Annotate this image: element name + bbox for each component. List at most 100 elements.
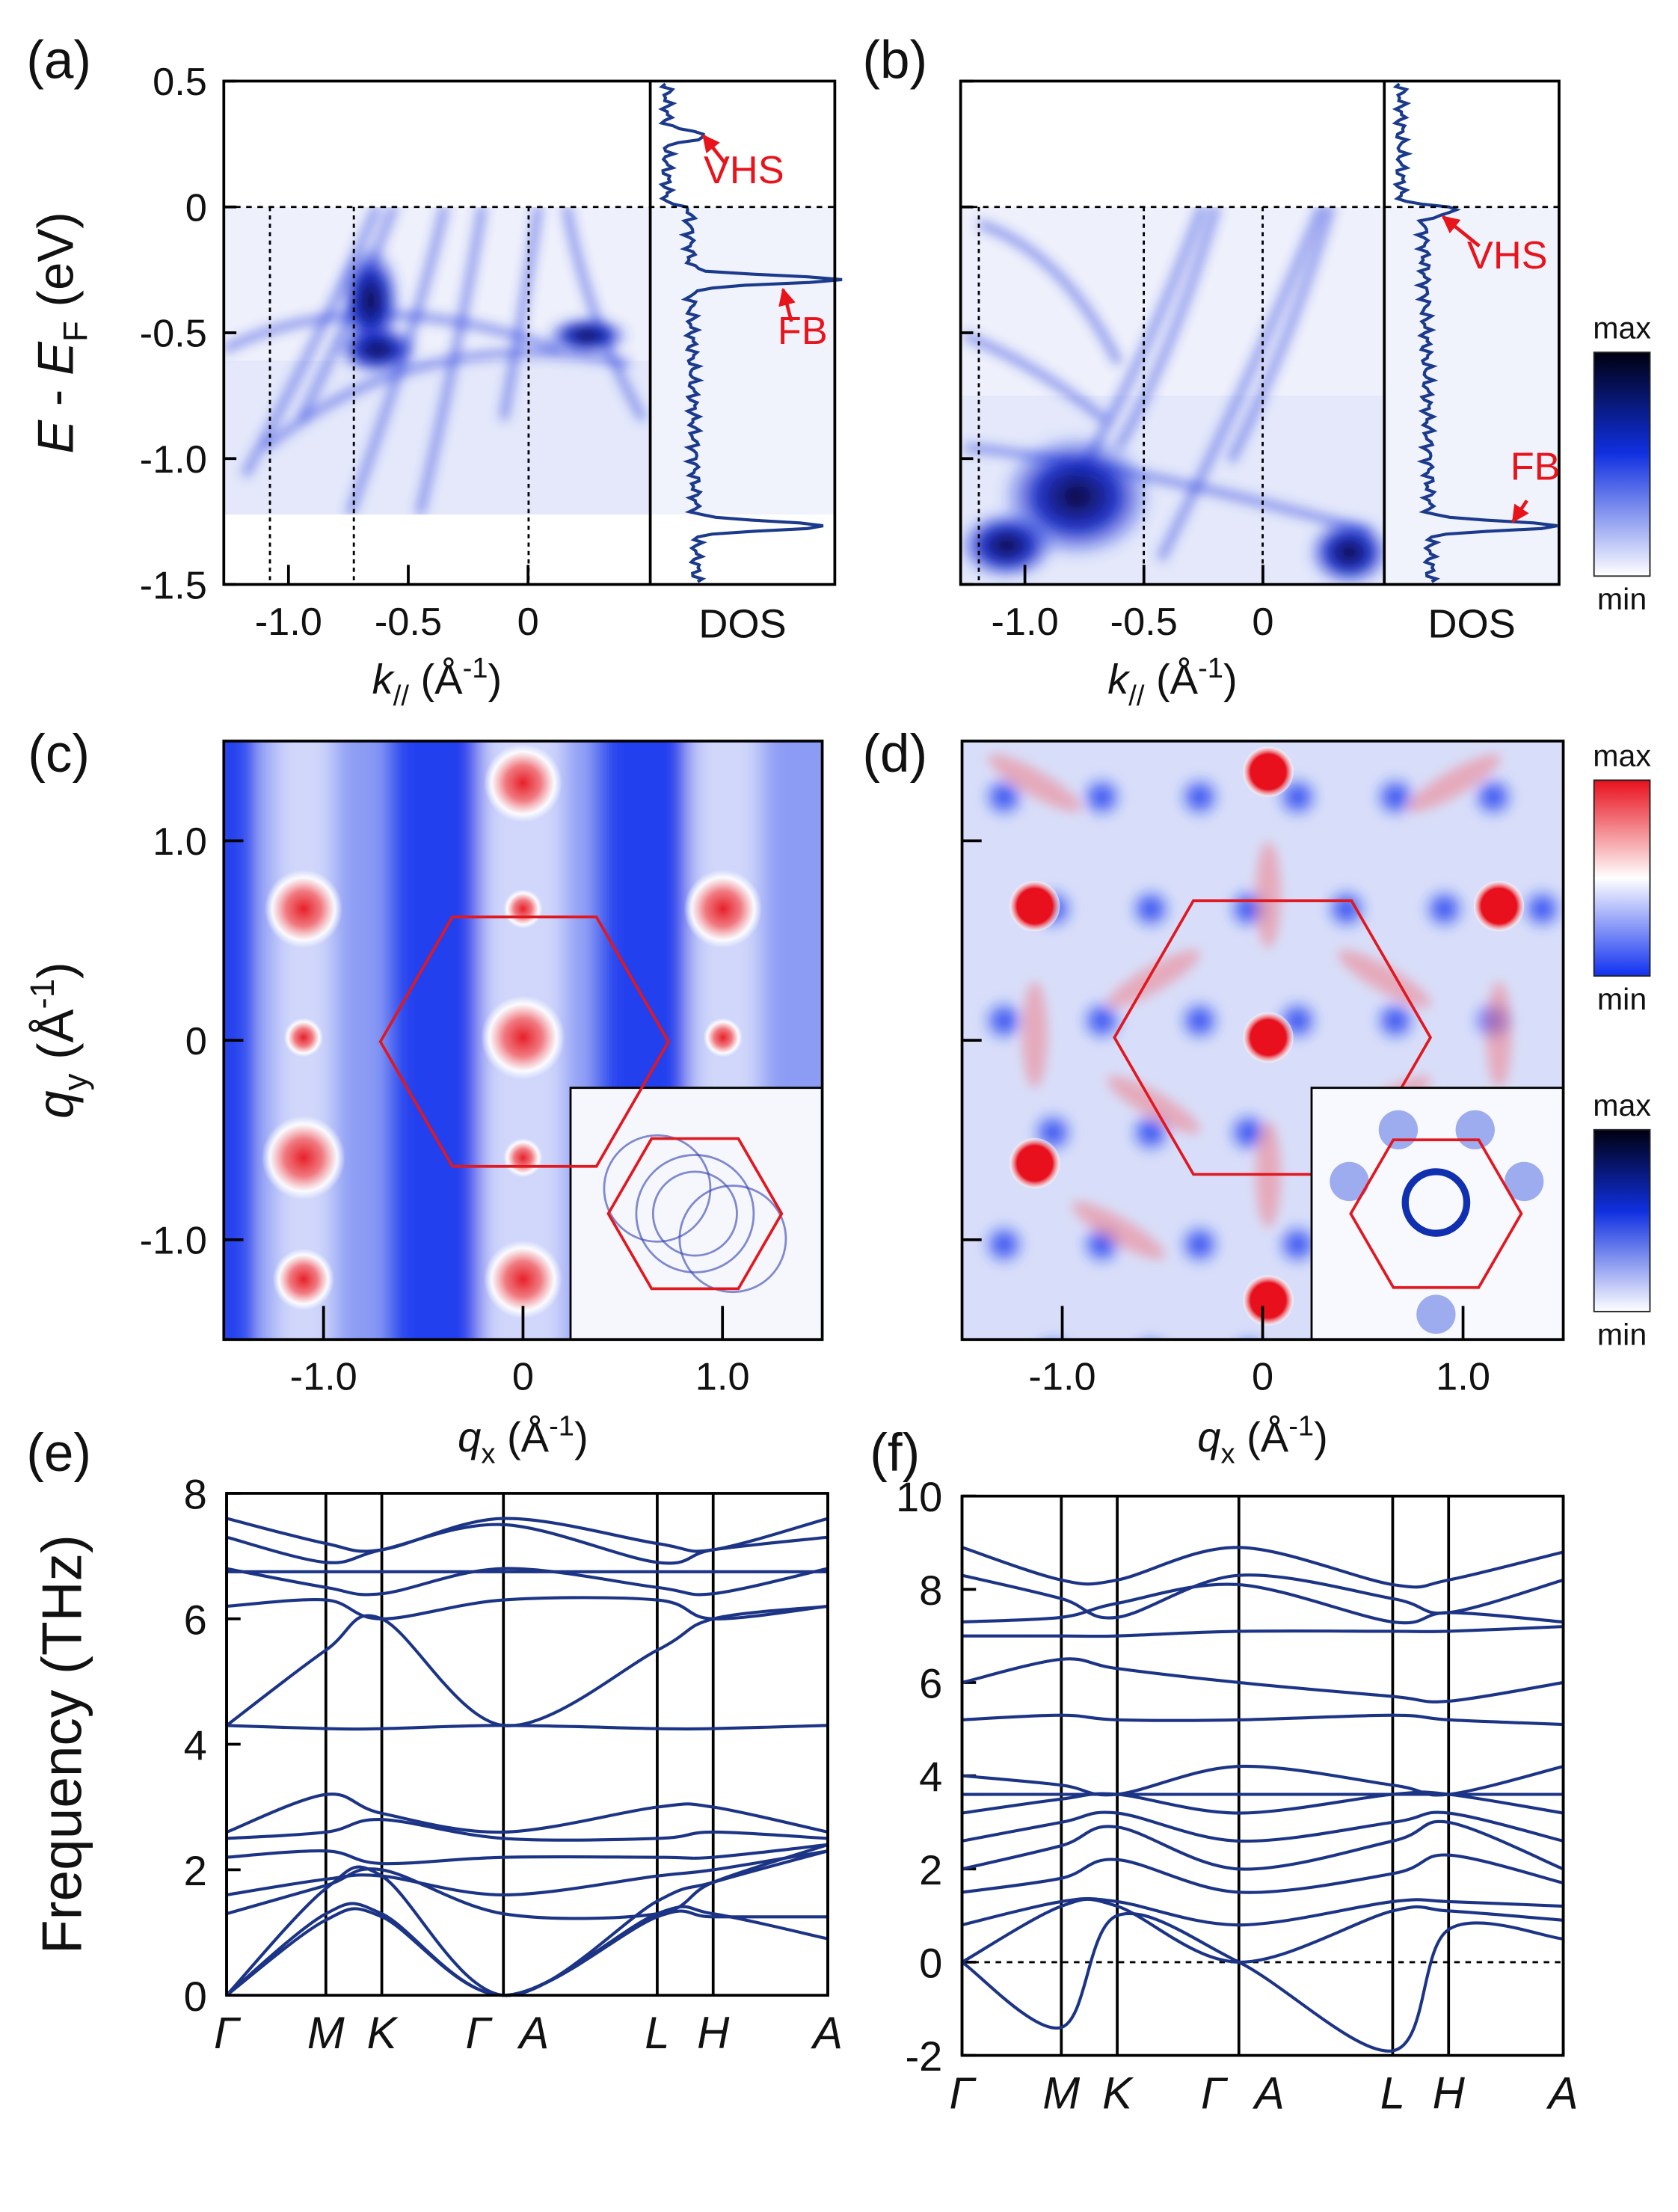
label-part: // — [393, 680, 410, 712]
inset-contour — [651, 1170, 738, 1257]
x-tick-label: L — [1380, 2068, 1405, 2119]
phonon-band — [226, 1517, 829, 1553]
phonon-band — [226, 1724, 829, 1731]
red-streak — [988, 754, 1081, 812]
x-tick-label: 0 — [517, 600, 539, 644]
inset-brillouin-zone — [606, 1137, 784, 1291]
x-axis-label: qx (Å-1) — [1197, 1410, 1328, 1470]
arpes-image — [960, 206, 1385, 585]
x-tick-label: K — [367, 2008, 399, 2058]
panel-label: (c) — [28, 725, 90, 784]
x-tick-label: -1.0 — [1028, 1356, 1095, 1399]
arpes-image — [224, 206, 651, 515]
phonon-band — [962, 1764, 1564, 1797]
blue-dot — [981, 998, 1027, 1043]
spot — [1243, 1275, 1294, 1326]
colorbar — [1593, 351, 1651, 577]
colorbar-max: max — [1593, 739, 1651, 773]
y-tick-label: -0.5 — [140, 313, 207, 356]
label-part: F — [56, 321, 94, 342]
phonon-band — [962, 1657, 1564, 1703]
y-tick-label: 0.5 — [153, 61, 207, 104]
label-part: -1 — [463, 652, 488, 684]
y-tick-label: -1.0 — [140, 1220, 207, 1263]
label-part: y — [56, 1073, 94, 1090]
brillouin-zone — [378, 915, 671, 1168]
annotation: VHS — [1467, 234, 1548, 277]
x-tick-label: K — [1102, 2068, 1134, 2119]
label-part: -1 — [1198, 652, 1223, 684]
y-tick-label: 6 — [919, 1660, 942, 1707]
x-tick-label: -0.5 — [375, 600, 442, 644]
inset-blob — [1455, 1110, 1495, 1149]
intensity-blob — [545, 316, 630, 355]
label-part: k — [1107, 655, 1131, 702]
panel-label: (a) — [26, 31, 91, 90]
dark-stripe — [391, 740, 483, 1340]
x-tick-label: A — [1253, 2068, 1285, 2119]
label-part: (eV) — [28, 212, 84, 321]
x-tick-label: Γ — [949, 2068, 977, 2119]
x-tick-label: 0 — [512, 1356, 534, 1399]
x-tick-label: -1.0 — [255, 600, 322, 644]
red-streak — [1338, 950, 1431, 1008]
blue-dot — [1471, 774, 1516, 820]
blue-dot — [1373, 774, 1419, 820]
blue-dot — [1177, 1222, 1223, 1268]
spot — [484, 1240, 562, 1319]
x-tick-label: A — [811, 2008, 843, 2058]
x-tick-label: -1.0 — [290, 1356, 357, 1399]
band — [1115, 206, 1221, 450]
band — [262, 348, 630, 451]
spot — [503, 1138, 543, 1178]
x-tick-label: M — [307, 2008, 345, 2058]
blue-dot — [1422, 886, 1467, 932]
y-tick-label: -1.0 — [140, 438, 207, 482]
annotation-arrow — [1441, 215, 1481, 248]
inset-blob — [1505, 1161, 1544, 1202]
dos-label: DOS — [698, 602, 787, 647]
y-axis-label: E - EF (eV) — [28, 212, 94, 453]
y-tick-label: 0 — [185, 186, 207, 230]
phonon-band — [962, 1853, 1564, 1894]
phonon-band — [226, 1792, 829, 1834]
label-part: // — [1128, 680, 1145, 712]
annotation-arrow — [778, 287, 796, 322]
dos-label: DOS — [1427, 602, 1516, 647]
label-part: ) — [1314, 1413, 1328, 1460]
label-part: x — [481, 1438, 495, 1470]
label-part: E — [28, 420, 84, 454]
band — [977, 219, 1122, 366]
phonon-band — [226, 1849, 829, 1896]
blue-dot — [1373, 998, 1419, 1043]
band — [241, 206, 382, 478]
x-tick-label: A — [517, 2008, 549, 2058]
y-tick-label: 0 — [185, 1020, 207, 1063]
annotation: FB — [1510, 445, 1561, 488]
y-tick-label: 10 — [896, 1473, 942, 1520]
y-axis-label: Frequency (THz) — [31, 1534, 93, 1954]
label-part: (Å — [28, 1009, 84, 1073]
y-tick-label: 1.0 — [153, 820, 207, 864]
blue-dot — [1519, 886, 1564, 932]
x-tick-label: Γ — [466, 2008, 494, 2058]
inset-ring — [1401, 1168, 1471, 1237]
annotation-arrow — [701, 134, 726, 164]
x-tick-label: 1.0 — [695, 1356, 750, 1399]
spot — [481, 995, 565, 1080]
x-tick-label: L — [645, 2008, 669, 2058]
label-part: q — [28, 1090, 84, 1118]
label-part: (Å — [1235, 1413, 1289, 1460]
x-tick-label: 1.0 — [1436, 1356, 1490, 1399]
blue-dot — [1177, 774, 1223, 820]
y-axis-label: qy (Å-1) — [23, 962, 94, 1118]
phonon-band — [225, 1604, 829, 1727]
x-tick-label: -1.0 — [992, 600, 1059, 644]
panel-label: (f) — [870, 1424, 920, 1483]
spot — [683, 870, 763, 948]
label-part: -1 — [23, 979, 61, 1010]
y-tick-label: 4 — [184, 1721, 207, 1769]
phonon-band — [226, 1843, 829, 1866]
spot — [272, 1248, 335, 1310]
annotation: FB — [778, 310, 828, 353]
